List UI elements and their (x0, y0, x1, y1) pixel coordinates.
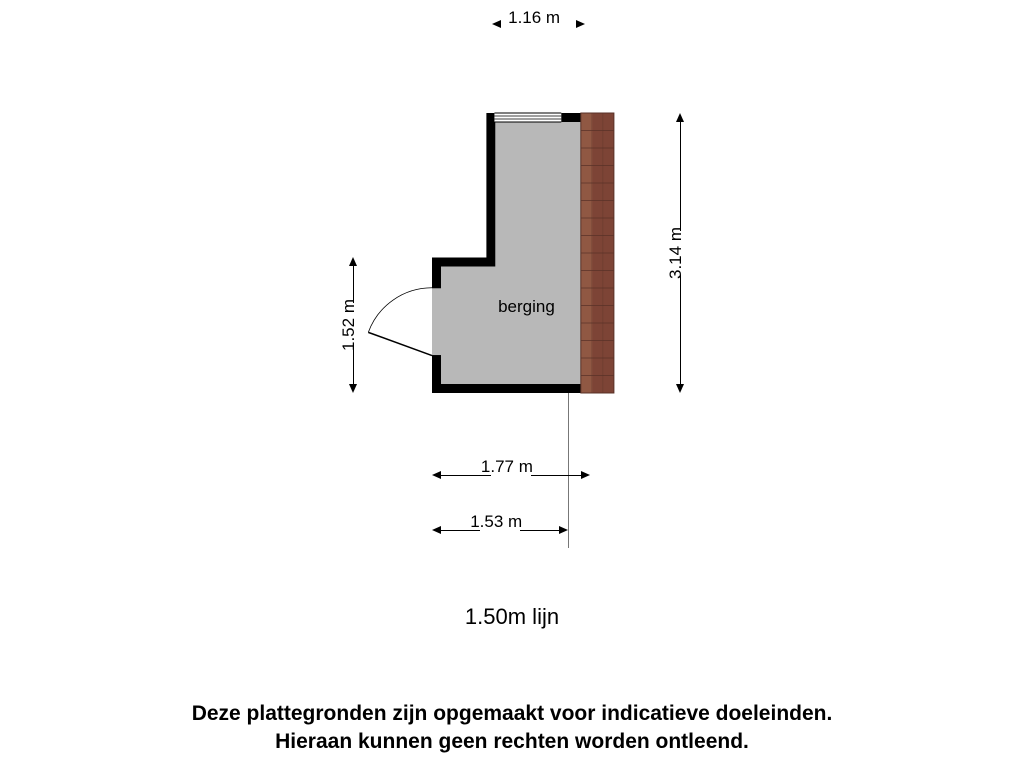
dim-top-arrowhead-left (492, 20, 501, 28)
dim-b1-line-right (531, 475, 581, 476)
dim-b1-arrowhead-right (581, 471, 590, 479)
room-label-berging: berging (498, 297, 555, 317)
disclaimer-text: Deze plattegronden zijn opgemaakt voor i… (0, 700, 1024, 757)
dim-top-arrowhead-right (576, 20, 585, 28)
dim-right-label: 3.14 m (666, 227, 686, 279)
dim-left-arrowhead-top (349, 257, 357, 266)
dim-right-line-top (680, 122, 681, 231)
dim-b1-label: 1.77 m (481, 457, 533, 477)
dim-left-line-top (353, 266, 354, 303)
floorplan-svg (0, 0, 1024, 768)
dim-right-arrowhead-top (676, 113, 684, 122)
disclaimer-line-2: Hieraan kunnen geen rechten worden ontle… (275, 730, 749, 753)
dim-right-line-bot (680, 275, 681, 384)
dim-b2-arrowhead-right (559, 526, 568, 534)
floorplan-title: 1.50m lijn (0, 604, 1024, 630)
floorplan-canvas: 1.16 m 1.52 m 3.14 m 1.77 m 1.53 m bergi… (0, 0, 1024, 768)
disclaimer-line-1: Deze plattegronden zijn opgemaakt voor i… (192, 702, 833, 725)
dim-b2-arrowhead-left (432, 526, 441, 534)
dim-left-line-bot (353, 347, 354, 384)
dim-left-arrowhead-bot (349, 384, 357, 393)
dim-right-arrowhead-bot (676, 384, 684, 393)
dim-b2-label: 1.53 m (470, 512, 522, 532)
dim-top-label: 1.16 m (508, 8, 560, 28)
dim-b1-arrowhead-left (432, 471, 441, 479)
dim-b2-line-right (520, 530, 559, 531)
dim-left-label: 1.52 m (339, 299, 359, 351)
